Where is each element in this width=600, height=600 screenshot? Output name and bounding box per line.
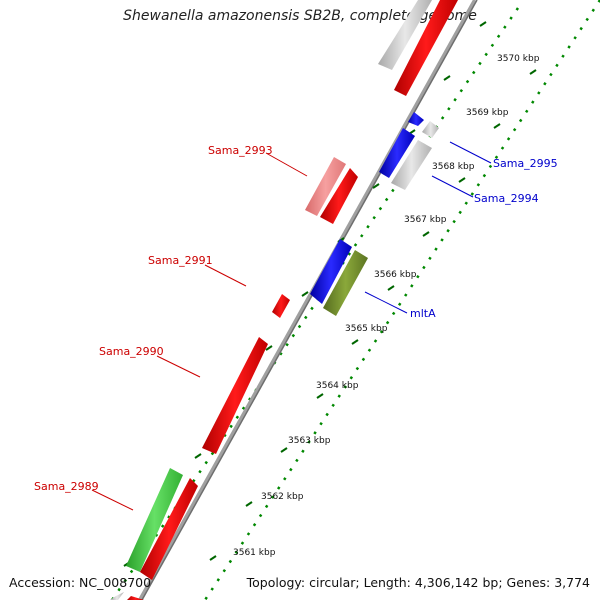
gene-feature-red[interactable]: [394, 0, 458, 96]
genome-backbone-shadow: [141, 0, 478, 600]
gene-feature-grey[interactable]: [378, 0, 432, 70]
map-title: Shewanella amazonensis SB2B, complete ge…: [123, 8, 477, 24]
gene-feature-green[interactable]: [126, 468, 183, 572]
scale-ticks: 3561 kbp 3562 kbp 3563 kbp 3564 kbp 3565…: [209, 54, 540, 561]
gene-feature-blue-mid[interactable]: [310, 239, 352, 304]
genome-backbone: [138, 0, 477, 600]
gene-feature-grey-small[interactable]: [422, 121, 439, 138]
gene-feature-sama-2995[interactable]: [408, 112, 424, 126]
tick-label: 3564 kbp: [316, 381, 359, 391]
gene-labels: Sama_2993 Sama_2991 Sama_2990 Sama_2989 …: [34, 144, 558, 493]
tick-label: 3570 kbp: [497, 54, 540, 64]
gene-label-mlta: mltA: [410, 307, 436, 320]
tick-label: 3561 kbp: [233, 548, 276, 558]
tick-label: 3562 kbp: [261, 492, 304, 502]
tick-label: 3568 kbp: [432, 162, 475, 172]
gene-feature-sama-2990[interactable]: [202, 337, 268, 454]
gene-feature-grey-bottom[interactable]: [110, 592, 124, 600]
gene-label-sama-2990: Sama_2990: [99, 345, 164, 358]
tick-label: 3565 kbp: [345, 324, 388, 334]
gene-feature-blue-large[interactable]: [379, 128, 415, 178]
gene-feature-sama-2993[interactable]: [320, 168, 358, 224]
gene-label-sama-2994: Sama_2994: [474, 192, 539, 205]
gene-feature-sama-2993-pale[interactable]: [305, 157, 346, 216]
label-callouts: [91, 141, 492, 511]
gene-feature-sama-2994[interactable]: [391, 140, 432, 190]
tick-label: 3563 kbp: [288, 436, 331, 446]
gene-label-sama-2995: Sama_2995: [493, 157, 558, 170]
reverse-strand-features: [310, 112, 439, 316]
forward-strand-features: [110, 0, 458, 600]
gene-feature-mlta[interactable]: [323, 250, 368, 316]
topology-text: Topology: circular; Length: 4,306,142 bp…: [246, 575, 590, 590]
gene-feature-sama-2989[interactable]: [140, 478, 198, 580]
accession-text: Accession: NC_008700: [9, 575, 152, 590]
gene-label-sama-2993: Sama_2993: [208, 144, 273, 157]
gene-label-sama-2989: Sama_2989: [34, 480, 99, 493]
gene-feature-sama-2991[interactable]: [272, 294, 290, 318]
tick-label: 3566 kbp: [374, 270, 417, 280]
gene-feature-red-bottom[interactable]: [127, 596, 144, 600]
gene-label-sama-2991: Sama_2991: [148, 254, 213, 267]
tick-label: 3569 kbp: [466, 108, 509, 118]
tick-label: 3567 kbp: [404, 215, 447, 225]
